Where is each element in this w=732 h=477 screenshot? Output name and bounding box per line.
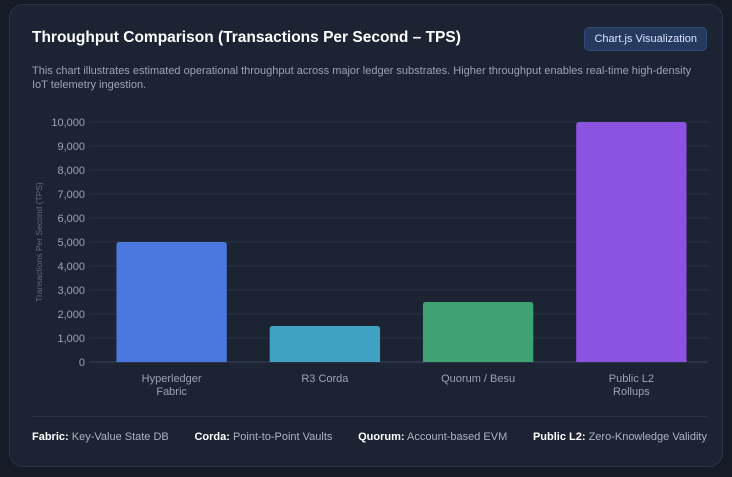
y-tick-label: 5,000 <box>57 237 85 249</box>
footer-value: Key-Value State DB <box>71 431 169 443</box>
x-tick-label: Rollups <box>613 386 650 398</box>
footer-key: Fabric: <box>32 431 69 443</box>
library-badge: Chart.js Visualization <box>584 27 707 51</box>
footer-value: Zero-Knowledge Validity <box>588 431 707 443</box>
x-tick-label: Quorum / Besu <box>441 373 515 385</box>
chart-description: This chart illustrates estimated operati… <box>32 65 692 91</box>
x-tick-label: Hyperledger <box>142 373 202 385</box>
bar[interactable] <box>576 122 687 362</box>
footer-item-fabric: Fabric: Key-Value State DB <box>32 431 169 443</box>
x-tick-label: Public L2 <box>609 373 654 385</box>
footer-item-quorum: Quorum: Account-based EVM <box>358 431 507 443</box>
footer-key: Corda: <box>194 431 230 443</box>
y-tick-label: 4,000 <box>57 261 85 273</box>
legend-footer: Fabric: Key-Value State DB Corda: Point-… <box>32 416 707 443</box>
footer-item-corda: Corda: Point-to-Point Vaults <box>194 431 332 443</box>
footer-item-public-l2: Public L2: Zero-Knowledge Validity <box>533 431 707 443</box>
y-tick-label: 1,000 <box>57 333 85 345</box>
footer-key: Public L2: <box>532 431 586 443</box>
y-tick-label: 8,000 <box>57 165 85 177</box>
y-axis-title: Transactions Per Second (TPS) <box>34 182 44 302</box>
bar-chart: 0 1,000 2,000 3,000 4,000 5,000 6,000 7,000 8,00… <box>34 117 708 398</box>
bars <box>116 122 687 362</box>
y-tick-label: 10,000 <box>51 117 85 129</box>
bar[interactable] <box>269 326 381 362</box>
footer-value: Point-to-Point Vaults <box>232 431 333 443</box>
chart-card: Throughput Comparison (Transactions Per … <box>9 4 723 467</box>
bar[interactable] <box>422 302 534 362</box>
chart-title: Throughput Comparison (Transactions Per … <box>32 29 461 46</box>
y-tick-label: 0 <box>79 357 85 369</box>
y-tick-label: 2,000 <box>57 309 85 321</box>
y-tick-label: 6,000 <box>57 213 85 225</box>
y-tick-label: 9,000 <box>57 141 85 153</box>
footer-value: Account-based EVM <box>407 431 508 443</box>
footer-key: Quorum: <box>358 431 405 443</box>
x-tick-label: R3 Corda <box>301 373 349 385</box>
x-tick-label: Fabric <box>156 386 187 398</box>
y-tick-label: 7,000 <box>57 189 85 201</box>
bar[interactable] <box>116 242 227 362</box>
y-axis-ticks: 0 1,000 2,000 3,000 4,000 5,000 6,000 7,000 8,00… <box>51 117 85 369</box>
y-tick-label: 3,000 <box>57 285 85 297</box>
